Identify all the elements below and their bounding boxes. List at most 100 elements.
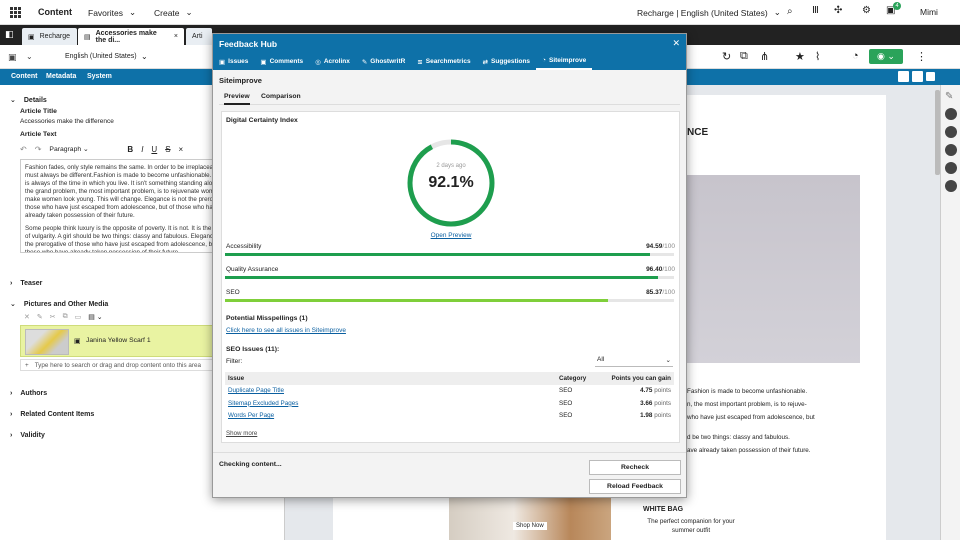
undo-icon[interactable]: ↶	[20, 144, 27, 154]
feedback-icon[interactable]	[945, 108, 957, 120]
user-menu[interactable]: Mimi	[920, 7, 938, 17]
issue-link[interactable]: Duplicate Page Title	[228, 387, 285, 395]
feedback-hub-dialog: Feedback Hub ✕ ▣ Issues ▣ Comments ◎ Acroli…	[212, 33, 687, 498]
edit-icon[interactable]: ✎	[36, 314, 43, 321]
product-subtitle: The perfect companion for your summer ou…	[647, 518, 735, 534]
tab-searchmetrics[interactable]: ≋ Searchmetrics	[417, 58, 471, 66]
collapse-icon[interactable]: ◧	[5, 29, 14, 39]
document-icon[interactable]: ▤ ⌄	[88, 314, 103, 321]
article-text-editor[interactable]: Fashion fades, only style remains the sa…	[20, 159, 245, 253]
redo-icon[interactable]: ↷	[34, 144, 42, 154]
paragraph-1: Fashion fades, only style remains the sa…	[25, 164, 237, 219]
shop-now-button[interactable]: Shop Now	[513, 522, 547, 530]
dropdown-icon[interactable]: ⌄	[26, 52, 33, 61]
reload-icon[interactable]: ↻	[722, 51, 732, 63]
open-external-icon[interactable]: ⧉	[740, 50, 748, 62]
seo-issues-table: Issue Category Points you can gain Duplica…	[225, 372, 674, 422]
more-icon[interactable]: ⋮	[916, 51, 927, 63]
related-content-section[interactable]: › Related Content Items	[10, 410, 95, 418]
edit-pen-icon[interactable]: ✎	[945, 91, 954, 102]
underline-icon[interactable]: U	[151, 144, 158, 154]
preview-hero-image	[687, 175, 860, 363]
teaser-section[interactable]: › Teaser	[10, 279, 43, 287]
tab-suggestions[interactable]: ⇄ Suggestions	[482, 58, 531, 66]
validity-section[interactable]: › Validity	[10, 431, 45, 439]
seo-issues-title: SEO Issues (11):	[226, 346, 280, 353]
ghost-icon: ✎	[361, 58, 368, 66]
title-label: Article Title	[20, 108, 57, 115]
recheck-button[interactable]: Recheck	[589, 460, 681, 475]
media-drop-input[interactable]: + Type here to search or drag and drop co…	[20, 359, 225, 371]
search-icon[interactable]: ⌕	[787, 6, 793, 17]
chevron-down-icon[interactable]: ⌄	[141, 52, 148, 61]
title-input[interactable]: Accessories make the difference	[20, 118, 114, 125]
chevron-down-icon[interactable]	[926, 72, 935, 81]
settings-icon[interactable]: ⚙	[862, 5, 871, 16]
share-icon[interactable]: ⋔	[760, 51, 770, 63]
tab-comparison[interactable]: Comparison	[261, 93, 301, 100]
workflow-icon[interactable]: ✣	[834, 5, 843, 16]
preview-scrollbar[interactable]	[935, 90, 940, 175]
app-grid-icon[interactable]	[10, 6, 21, 18]
metric-score: 85.37/100	[646, 289, 675, 296]
tab-comments[interactable]: ▣ Comments	[260, 58, 304, 66]
media-item[interactable]: ▣ Janina Yellow Scarf 1	[20, 325, 225, 357]
metric-score: 94.59/100	[646, 243, 675, 250]
bold-icon[interactable]: B	[127, 144, 134, 154]
clear-format-icon[interactable]: ×	[178, 144, 184, 154]
bookmark-star-icon[interactable]: ★	[795, 51, 805, 63]
strikethrough-icon[interactable]: S	[165, 144, 171, 154]
show-more-link[interactable]: Show more	[226, 430, 258, 437]
paste-icon[interactable]: ▭	[74, 314, 82, 321]
tab-system[interactable]: System	[87, 73, 112, 80]
close-icon[interactable]: ×	[173, 33, 178, 40]
tab-other[interactable]: Arti	[186, 28, 212, 45]
issues-icon[interactable]	[945, 144, 957, 156]
tab-metadata[interactable]: Metadata	[46, 73, 77, 80]
tab-siteimprove[interactable]: ◔ Siteimprove	[536, 53, 593, 70]
site-selector[interactable]: Recharge | English (United States) ⌄	[637, 7, 781, 18]
tab-ghostwritr[interactable]: ✎ GhostwritR	[361, 58, 406, 66]
preview-text: Fashion is made to become unfashionable.…	[687, 388, 815, 454]
time-icon[interactable]: ◔	[852, 50, 859, 62]
search-seo-icon[interactable]	[945, 126, 957, 138]
details-section[interactable]: ⌄ Details	[10, 96, 47, 105]
thumbnail-image	[25, 329, 69, 355]
layout-desktop-icon[interactable]	[898, 71, 909, 82]
right-rail: ✎	[940, 85, 960, 540]
document-icon: ▤	[84, 33, 91, 41]
open-preview-link[interactable]: Open Preview	[430, 232, 472, 239]
app-title: Content	[38, 7, 72, 17]
tab-issues[interactable]: ▣ Issues	[219, 58, 249, 66]
paragraph-format-select[interactable]: Paragraph ⌄	[49, 146, 89, 153]
tab-article[interactable]: ▤ Accessories make the di... ×	[78, 28, 184, 45]
close-icon[interactable]: ✕	[672, 38, 680, 48]
share-icon[interactable]	[945, 162, 957, 174]
graph-icon[interactable]	[945, 180, 957, 192]
italic-icon[interactable]: I	[141, 144, 144, 154]
pictures-section[interactable]: ⌄ Pictures and Other Media	[10, 300, 109, 309]
copy-icon[interactable]: ⧉	[62, 313, 68, 320]
menu-icon[interactable]: ▣	[8, 52, 17, 62]
create-menu[interactable]: Create ⌄	[154, 7, 193, 18]
tab-acrolinx[interactable]: ◎ Acrolinx	[315, 58, 350, 66]
favorites-menu[interactable]: Favorites ⌄	[88, 7, 137, 18]
preview-toggle-button[interactable]: ◉ ⌄	[869, 49, 903, 64]
remove-icon[interactable]: ✕	[24, 314, 30, 321]
issue-link[interactable]: Words Per Page	[228, 412, 275, 420]
cut-icon[interactable]: ✂	[49, 314, 56, 321]
filter-select[interactable]: All ⌄	[595, 356, 673, 367]
misspellings-link[interactable]: Click here to see all issues in Siteimpr…	[226, 327, 346, 334]
reload-feedback-button[interactable]: Reload Feedback	[589, 479, 681, 494]
locale-selector[interactable]: English (United States)	[65, 53, 137, 60]
tab-content[interactable]: Content	[11, 73, 38, 80]
tab-preview[interactable]: Preview	[224, 93, 250, 105]
authors-section[interactable]: › Authors	[10, 389, 48, 397]
issue-link[interactable]: Sitemap Excluded Pages	[228, 399, 299, 407]
chevron-right-icon: ›	[10, 279, 13, 287]
layout-split-icon[interactable]	[912, 71, 923, 82]
inbox-icon[interactable]: ▣	[886, 5, 896, 16]
library-icon[interactable]: Ⅲ	[812, 5, 819, 16]
tab-recharge[interactable]: ▣ Recharge	[22, 28, 77, 45]
analytics-icon[interactable]: ⌇	[815, 51, 821, 63]
